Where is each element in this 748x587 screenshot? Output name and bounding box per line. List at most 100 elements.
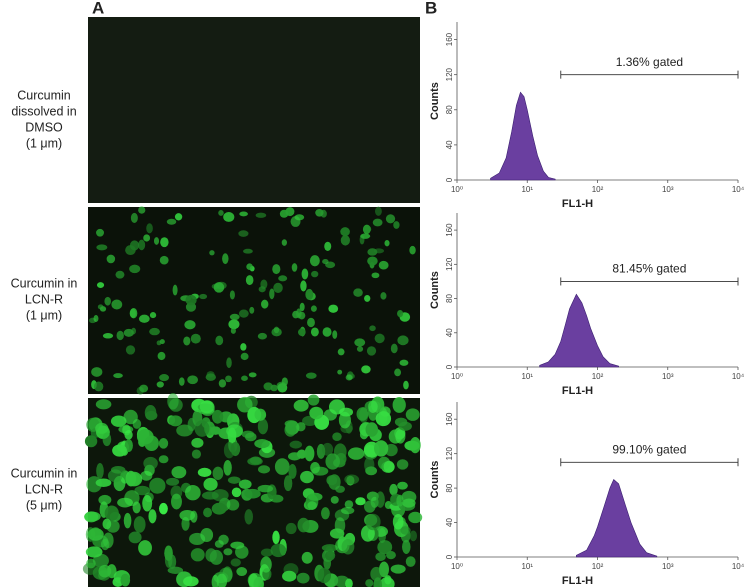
cell: [230, 558, 241, 567]
cell: [287, 452, 302, 461]
cell: [373, 248, 385, 254]
cell: [107, 469, 123, 483]
cell: [325, 453, 340, 470]
cell: [138, 540, 152, 556]
cell: [167, 393, 179, 410]
cell: [393, 221, 400, 229]
cell: [143, 234, 151, 242]
cell: [307, 394, 320, 406]
cell: [405, 408, 420, 421]
cell: [158, 455, 169, 464]
cell: [384, 575, 392, 585]
cell: [245, 432, 257, 442]
cell: [394, 368, 402, 377]
cell: [113, 373, 123, 379]
cell: [236, 566, 248, 577]
cell: [93, 314, 99, 323]
x-tick-label: 10¹: [521, 372, 533, 381]
cell: [130, 212, 138, 224]
micrograph: [82, 393, 423, 587]
cell: [246, 263, 253, 271]
cell: [84, 435, 98, 448]
cell: [344, 474, 360, 485]
cell: [272, 264, 281, 275]
cell: [372, 218, 383, 227]
cell: [284, 420, 298, 428]
cell: [353, 288, 363, 297]
cell: [124, 439, 133, 453]
cell: [223, 442, 235, 459]
cell: [328, 399, 345, 415]
cell: [144, 404, 157, 421]
cell: [278, 275, 288, 282]
cell: [309, 255, 320, 267]
cell: [134, 485, 151, 496]
cell: [166, 218, 177, 225]
cell: [148, 509, 157, 524]
cell: [96, 244, 108, 251]
row-label: dissolved in: [11, 104, 76, 118]
cell: [201, 491, 219, 500]
cell: [397, 335, 409, 346]
cell: [330, 496, 339, 504]
y-axis-label: Counts: [429, 271, 441, 309]
cell: [332, 432, 342, 441]
cell: [244, 488, 261, 499]
cell: [226, 424, 243, 438]
micrograph: [88, 206, 420, 395]
cell: [324, 241, 332, 251]
x-tick-label: 10²: [592, 185, 604, 194]
y-tick-label: 40: [445, 328, 454, 337]
cell: [332, 330, 338, 339]
cell: [146, 223, 153, 234]
cell: [257, 465, 271, 474]
cell: [373, 577, 383, 587]
cell: [282, 570, 297, 582]
cell: [408, 511, 423, 524]
y-tick-label: 80: [445, 294, 454, 303]
cell: [174, 213, 183, 221]
cell: [322, 259, 329, 265]
cell: [168, 415, 183, 427]
x-tick-label: 10¹: [521, 185, 533, 194]
cell: [397, 481, 408, 490]
cell: [159, 374, 169, 382]
cell: [324, 550, 336, 561]
cell: [98, 564, 112, 578]
y-tick-label: 40: [445, 518, 454, 527]
cell: [210, 426, 221, 435]
cell: [279, 209, 289, 218]
cell: [402, 498, 416, 508]
y-tick-label: 80: [445, 483, 454, 492]
cell: [253, 576, 264, 587]
cell: [238, 230, 249, 237]
gate-label: 81.45% gated: [612, 262, 686, 276]
cell: [171, 466, 187, 479]
cell: [347, 447, 365, 460]
cell: [285, 522, 297, 535]
cell: [96, 228, 105, 237]
cell: [199, 293, 208, 300]
cell: [375, 491, 385, 508]
cell: [229, 290, 235, 300]
cell: [215, 335, 224, 346]
cell: [85, 546, 103, 558]
cell: [365, 422, 379, 437]
cell: [218, 209, 224, 216]
cell: [183, 336, 191, 346]
cell: [369, 325, 376, 332]
x-tick-label: 10³: [662, 562, 674, 571]
cell: [84, 511, 99, 523]
cell: [211, 502, 227, 515]
cell: [128, 531, 142, 544]
row-label: (5 μm): [26, 498, 62, 512]
row-label: LCN-R: [25, 482, 63, 496]
cell: [293, 399, 309, 412]
cell: [356, 407, 369, 421]
cell: [257, 418, 269, 435]
cell: [355, 497, 366, 506]
cell: [335, 485, 345, 493]
cell: [229, 313, 240, 321]
cell: [245, 275, 254, 286]
cell: [222, 253, 229, 265]
